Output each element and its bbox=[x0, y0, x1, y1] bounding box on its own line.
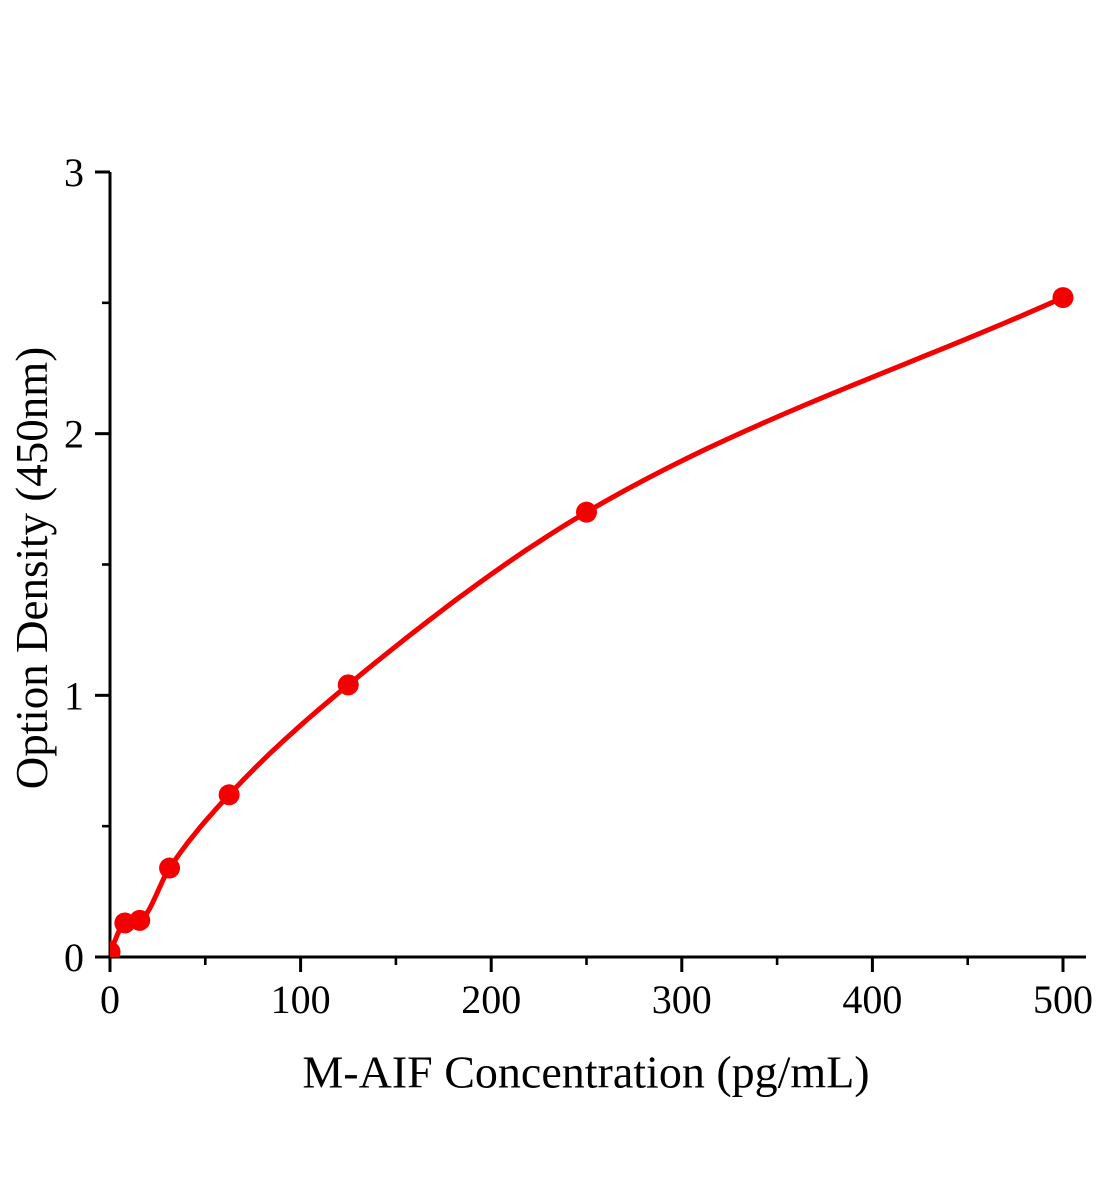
x-tick-label: 100 bbox=[271, 977, 331, 1022]
data-point-marker bbox=[129, 909, 151, 931]
data-points bbox=[110, 287, 1074, 957]
y-axis-title: Option Density (450nm) bbox=[7, 346, 57, 790]
x-tick-label: 400 bbox=[842, 977, 902, 1022]
x-tick-label: 300 bbox=[652, 977, 712, 1022]
y-tick-label: 1 bbox=[64, 673, 84, 718]
x-tick-label: 0 bbox=[100, 977, 120, 1022]
data-point-marker bbox=[159, 857, 181, 879]
x-axis-title: M-AIF Concentration (pg/mL) bbox=[302, 1046, 870, 1098]
x-tick-label: 500 bbox=[1033, 977, 1093, 1022]
x-tick-label: 200 bbox=[461, 977, 521, 1022]
tick-labels: 0 100 200 300 400 500 0 1 2 3 bbox=[64, 150, 1093, 1022]
data-point-marker bbox=[1052, 287, 1074, 309]
data-point-marker bbox=[337, 674, 359, 696]
y-tick-label: 2 bbox=[64, 412, 84, 457]
data-point-marker bbox=[110, 941, 121, 957]
data-point-marker bbox=[576, 501, 597, 523]
data-point-marker bbox=[218, 784, 240, 806]
y-tick-label: 0 bbox=[64, 935, 84, 980]
axis-ticks bbox=[95, 170, 1065, 972]
fit-curve-line bbox=[110, 295, 1065, 953]
y-tick-label: 3 bbox=[64, 150, 84, 195]
axis-lines bbox=[108, 172, 1086, 959]
